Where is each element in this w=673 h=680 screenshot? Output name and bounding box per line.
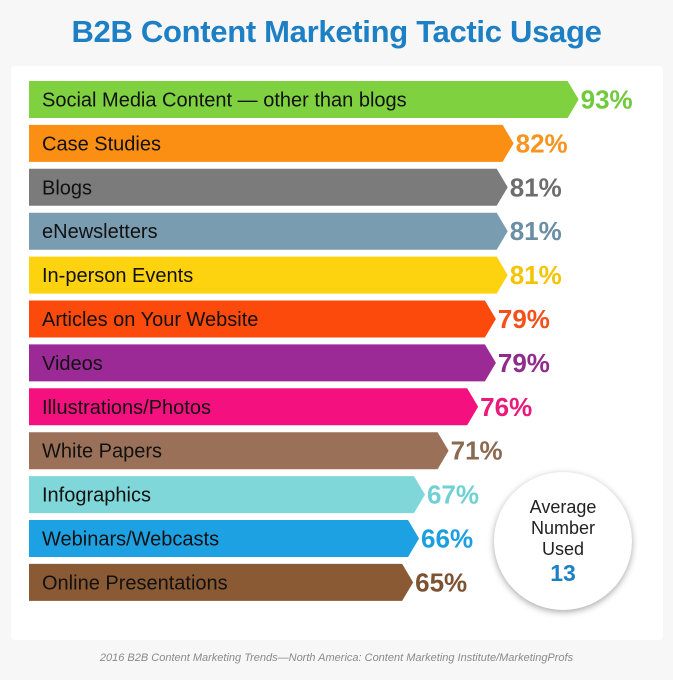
chart-title: B2B Content Marketing Tactic Usage [71,14,602,49]
chart-panel: Social Media Content — other than blogs 9… [11,66,663,640]
bar-value-label: 81% [510,172,562,202]
bar-category-label: Illustrations/Photos [42,397,211,419]
bar-value-label: 82% [516,128,568,158]
bar-category-label: Blogs [42,177,92,199]
bar-category-label: White Papers [42,441,162,463]
bar [29,520,420,557]
bar-value-label: 81% [510,260,562,290]
bar-category-label: Infographics [42,485,151,507]
bar [29,168,508,206]
bar [29,388,479,426]
bar-chart: Social Media Content — other than blogs 9… [29,81,633,601]
average-value: 13 [550,559,576,586]
bar [29,124,514,162]
bar-category-label: Webinars/Webcasts [42,529,219,551]
bar [29,212,508,250]
bar-category-label: eNewsletters [42,221,158,243]
bar-category-label: Online Presentations [42,572,228,594]
bar-value-label: 71% [451,436,503,466]
bar-category-label: Articles on Your Website [42,309,258,331]
bar-value-label: 67% [427,480,479,510]
bar-value-label: 79% [498,348,550,378]
bar-value-label: 81% [510,216,562,246]
source-note: 2016 B2B Content Marketing Trends—North … [99,652,574,664]
bar-value-label: 76% [480,392,532,422]
bar [29,432,449,470]
average-label: Average Number Used [529,496,597,559]
bar-category-label: In-person Events [42,265,193,287]
bar-value-label: 65% [415,567,467,597]
bar [29,476,425,514]
bar-value-label: 93% [581,85,633,115]
bar-category-label: Social Media Content — other than blogs [42,90,407,112]
bar [29,81,579,118]
bar-value-label: 66% [421,524,473,554]
bar [29,300,496,338]
bar [29,563,414,601]
bar [29,344,496,382]
bar-category-label: Case Studies [42,133,161,155]
average-badge: Average Number Used 13 [494,472,632,610]
bar-value-label: 79% [498,304,550,334]
bar [29,256,508,294]
bar-category-label: Videos [42,353,103,375]
